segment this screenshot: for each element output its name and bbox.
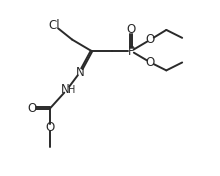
Text: N: N bbox=[76, 66, 84, 79]
Text: N: N bbox=[61, 83, 70, 96]
Text: O: O bbox=[27, 102, 36, 115]
Text: H: H bbox=[68, 85, 75, 95]
Text: O: O bbox=[126, 23, 136, 36]
Text: O: O bbox=[46, 121, 55, 134]
Text: Cl: Cl bbox=[49, 19, 60, 32]
Text: O: O bbox=[146, 56, 155, 69]
Text: P: P bbox=[128, 45, 135, 58]
Text: O: O bbox=[146, 33, 155, 46]
